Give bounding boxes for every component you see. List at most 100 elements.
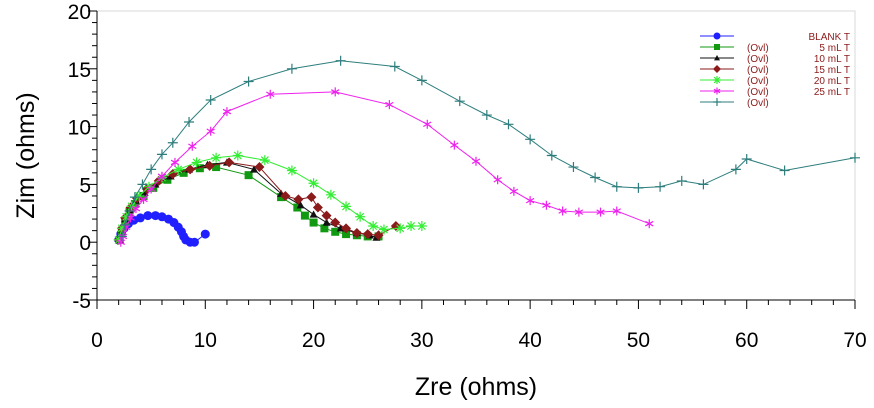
- data-point: [179, 168, 188, 177]
- data-point: [395, 223, 406, 234]
- data-point: [612, 206, 621, 216]
- x-tick-label: 0: [91, 329, 103, 352]
- y-tick-label: 20: [68, 1, 91, 24]
- data-point: [351, 227, 362, 238]
- data-point: [331, 227, 340, 236]
- data-point: [450, 140, 459, 150]
- data-point: [212, 163, 221, 172]
- data-point: [341, 223, 352, 234]
- data-point: [378, 224, 389, 235]
- data-point: [322, 218, 331, 226]
- legend-prefix: (Ovl): [747, 87, 769, 98]
- x-tick-label: 30: [410, 329, 433, 352]
- data-point: [312, 202, 323, 213]
- legend: BLANK T (Ovl) 5 mL T (Ovl) 10 mL T (Ovl) 15 mL…: [700, 32, 850, 109]
- x-tick-label: 70: [843, 329, 866, 352]
- data-point: [389, 61, 400, 72]
- data-point: [232, 150, 243, 161]
- data-point: [173, 164, 184, 175]
- x-tick-label: 50: [627, 329, 650, 352]
- data-point: [368, 221, 379, 232]
- data-point: [116, 231, 127, 242]
- data-point: [134, 190, 145, 201]
- data-point: [306, 192, 317, 203]
- data-point: [146, 164, 157, 175]
- y-tick-label: -5: [72, 290, 91, 313]
- data-point: [471, 156, 481, 166]
- x-tick-label: 10: [194, 329, 217, 352]
- data-point: [200, 229, 210, 239]
- legend-marker: [713, 98, 721, 106]
- x-axis-title: Zre (ohms): [415, 373, 537, 401]
- data-point: [611, 181, 622, 192]
- data-point: [330, 217, 341, 228]
- data-point: [259, 155, 270, 166]
- data-point: [850, 152, 860, 163]
- x-tick-label: 40: [518, 329, 541, 352]
- legend-prefix: (Ovl): [747, 54, 769, 65]
- data-point: [574, 207, 584, 217]
- data-point: [546, 150, 557, 161]
- data-point: [116, 223, 127, 234]
- data-point: [300, 211, 309, 220]
- data-point: [121, 211, 132, 222]
- plot-frame: [96, 10, 856, 301]
- legend-label: 25 mL T: [814, 87, 850, 98]
- data-point: [143, 211, 153, 221]
- data-point: [741, 153, 752, 164]
- series-6: [116, 55, 860, 242]
- data-point: [286, 165, 297, 176]
- legend-item: (Ovl) 10 mL T: [700, 54, 850, 65]
- legend-marker: [714, 55, 720, 61]
- data-point: [188, 141, 197, 151]
- legend-label: 15 mL T: [814, 65, 850, 76]
- data-point: [730, 164, 741, 175]
- data-point: [341, 201, 352, 212]
- legend-item: (Ovl) 25 mL T: [700, 87, 850, 98]
- data-point: [266, 89, 275, 99]
- data-point: [250, 165, 259, 173]
- data-point: [140, 188, 149, 196]
- data-point: [321, 210, 332, 221]
- legend-marker: [713, 65, 721, 73]
- x-tick-label: 20: [302, 329, 325, 352]
- data-point: [355, 211, 366, 222]
- data-point: [525, 196, 535, 206]
- data-point: [645, 219, 654, 229]
- data-point: [204, 160, 215, 171]
- data-point: [135, 213, 145, 223]
- data-point: [113, 234, 124, 245]
- data-point: [493, 175, 502, 185]
- data-point: [163, 175, 172, 184]
- data-point: [331, 87, 340, 97]
- data-point: [633, 182, 644, 193]
- data-point: [189, 237, 199, 247]
- data-point: [509, 186, 519, 196]
- x-tick-label: 60: [735, 329, 758, 352]
- legend-label: 10 mL T: [814, 54, 850, 65]
- data-point: [342, 230, 351, 239]
- data-point: [222, 107, 232, 117]
- data-point: [167, 137, 178, 148]
- data-point: [423, 119, 432, 129]
- data-point: [206, 126, 215, 136]
- data-point: [191, 157, 202, 168]
- data-point: [124, 205, 135, 216]
- legend-prefix: (Ovl): [747, 76, 769, 87]
- legend-prefix: (Ovl): [747, 43, 769, 54]
- series-5: [116, 87, 654, 247]
- y-tick-label: 15: [68, 59, 91, 82]
- data-point: [185, 164, 196, 175]
- data-point: [156, 149, 167, 160]
- data-point: [698, 179, 709, 190]
- data-point: [481, 110, 492, 121]
- y-tick-label: 5: [79, 174, 91, 197]
- data-point: [244, 171, 253, 180]
- data-point: [406, 221, 417, 232]
- data-point: [146, 184, 156, 194]
- y-tick-label: 0: [79, 232, 91, 255]
- data-point: [277, 193, 286, 202]
- data-point: [503, 119, 514, 130]
- legend-label: 5 mL T: [819, 43, 850, 54]
